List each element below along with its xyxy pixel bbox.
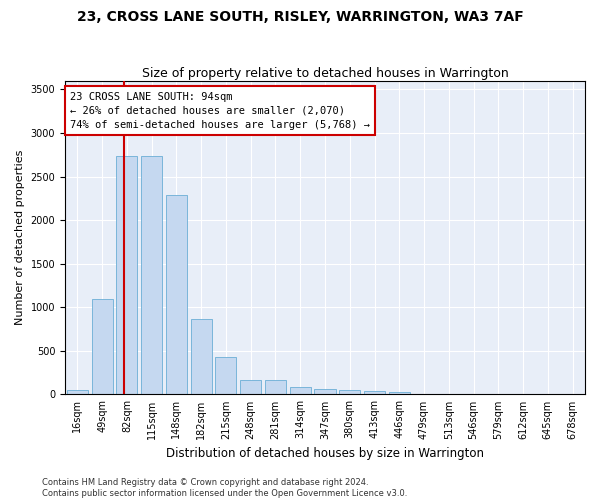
Text: Contains HM Land Registry data © Crown copyright and database right 2024.
Contai: Contains HM Land Registry data © Crown c… — [42, 478, 407, 498]
Bar — [141, 156, 162, 394]
Bar — [191, 318, 212, 394]
Bar — [67, 390, 88, 394]
Bar — [290, 386, 311, 394]
Bar — [116, 156, 137, 394]
Text: 23 CROSS LANE SOUTH: 94sqm
← 26% of detached houses are smaller (2,070)
74% of s: 23 CROSS LANE SOUTH: 94sqm ← 26% of deta… — [70, 92, 370, 130]
Bar — [389, 392, 410, 394]
Bar — [166, 195, 187, 394]
Text: 23, CROSS LANE SOUTH, RISLEY, WARRINGTON, WA3 7AF: 23, CROSS LANE SOUTH, RISLEY, WARRINGTON… — [77, 10, 523, 24]
Bar — [364, 392, 385, 394]
Bar — [265, 380, 286, 394]
Bar — [215, 357, 236, 395]
X-axis label: Distribution of detached houses by size in Warrington: Distribution of detached houses by size … — [166, 447, 484, 460]
Title: Size of property relative to detached houses in Warrington: Size of property relative to detached ho… — [142, 66, 508, 80]
Bar — [339, 390, 360, 394]
Bar — [240, 380, 261, 394]
Y-axis label: Number of detached properties: Number of detached properties — [15, 150, 25, 325]
Bar — [92, 298, 113, 394]
Bar — [314, 389, 335, 394]
